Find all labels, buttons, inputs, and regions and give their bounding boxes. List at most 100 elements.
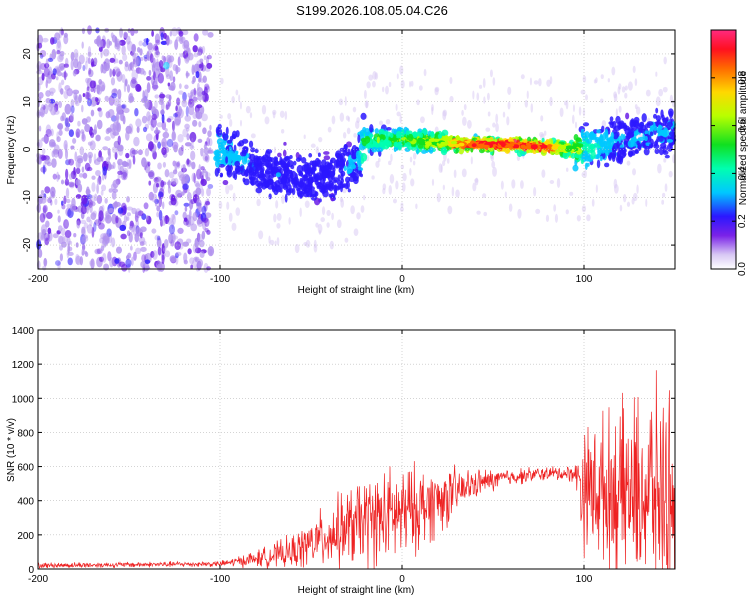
spectrogram-cell (328, 184, 334, 192)
spectrogram-cell (374, 128, 379, 134)
spectrogram-cell (206, 176, 211, 182)
spectrogram-cell (655, 107, 659, 114)
spectrogram-cell (81, 226, 86, 235)
spectrogram-cell (115, 215, 119, 224)
spectrogram-cell (409, 167, 412, 176)
spectrogram-cell (198, 164, 201, 173)
spectrogram-cell (206, 187, 211, 197)
colorbar-label: Normalized spectral amplitude (738, 70, 749, 205)
spectrogram-cell (133, 136, 140, 147)
spectrogram-cell (51, 49, 57, 60)
colorbar-tick-label: 0.0 (737, 262, 748, 276)
spectrogram-cell (144, 148, 150, 157)
spectrogram-cell (50, 91, 54, 97)
spectrogram-cell (75, 167, 81, 175)
spectrogram-cell (416, 131, 422, 137)
spectrogram-cell (637, 142, 642, 151)
y-tick-label: 20 (22, 48, 33, 60)
spectrogram-cell (117, 158, 123, 166)
spectrogram-cell (506, 116, 510, 126)
spectrogram-cell (69, 182, 75, 189)
spectrogram-cell (126, 35, 131, 45)
spectrogram-cell (142, 70, 147, 76)
x-tick-label: -200 (28, 574, 48, 585)
spectrogram-cell (213, 149, 221, 156)
spectrogram-cell (240, 168, 247, 177)
spectrogram-cell (308, 153, 313, 158)
spectrogram-cell (41, 137, 48, 142)
spectrogram-cell (372, 80, 376, 88)
spectrogram-cell (100, 190, 104, 196)
spectrogram-cell (135, 118, 142, 128)
spectrogram-cell (508, 203, 513, 212)
spectrogram-cell (196, 218, 202, 225)
spectrogram-cell (104, 210, 110, 218)
spectrogram-cell (56, 131, 59, 140)
spectrogram-cell (121, 160, 128, 168)
spectrogram-cell (201, 230, 206, 240)
spectrogram-ridge-cell (425, 141, 432, 146)
spectrogram-cell (389, 132, 394, 139)
spectrogram-cell (131, 77, 137, 85)
spectrogram-cell (657, 124, 662, 133)
spectrogram-cell (143, 56, 148, 62)
spectrogram-cell (553, 204, 557, 212)
spectrogram-cell (640, 141, 646, 147)
spectrogram-cell (117, 135, 121, 146)
spectrogram-cell (74, 52, 79, 61)
spectrogram-cell (161, 254, 165, 265)
spectrogram-cell (634, 78, 638, 86)
spectrogram-cell (152, 250, 158, 260)
spectrogram-cell (98, 109, 103, 118)
spectrogram-cell (418, 85, 423, 91)
spectrogram-cell (198, 183, 203, 191)
spectrogram-cell (517, 208, 522, 219)
spectrogram-cell (256, 198, 261, 207)
spectrogram-cell (95, 134, 101, 142)
spectrogram-cell (58, 236, 66, 245)
spectrogram-cell (307, 176, 314, 184)
spectrogram-cell (365, 100, 368, 109)
spectrogram-cell (193, 172, 196, 184)
spectrogram-cell (115, 246, 122, 254)
spectrogram-cell (204, 171, 211, 178)
spectrogram-cell (225, 184, 230, 195)
spectrogram-cell (183, 217, 188, 222)
spectrogram-cell (332, 179, 338, 184)
spectrogram-cell (90, 87, 94, 93)
spectrogram-cell (89, 219, 93, 227)
spectrogram-cell (120, 171, 128, 181)
spectrogram-cell (131, 69, 139, 81)
spectrogram-cell (232, 170, 236, 179)
spectrogram-cell (147, 161, 151, 167)
spectrogram-cell (123, 107, 130, 114)
spectrogram-cell (137, 149, 143, 156)
spectrogram-cell (50, 37, 55, 45)
spectrogram-cell (128, 93, 133, 104)
spectrogram-cell (70, 99, 75, 108)
spectrogram-cell (67, 257, 73, 266)
y-tick-label: 0 (22, 146, 33, 152)
spectrogram-cell (155, 46, 159, 56)
spectrogram-cell (441, 129, 449, 137)
spectrogram-cell (622, 194, 627, 203)
colorbar-tick-label: 0.4 (737, 166, 748, 180)
spectrogram-cell (77, 120, 81, 127)
spectrogram-cell (281, 176, 288, 183)
spectrogram-cell (80, 219, 87, 225)
spectrogram-cell (148, 170, 155, 180)
spectrogram-cell (178, 105, 182, 116)
spectrogram-cell (52, 173, 57, 180)
spectrogram-cell (618, 122, 626, 129)
spectrogram-cell (157, 162, 162, 170)
x-tick-label: 0 (399, 274, 405, 285)
spectrogram-cell (66, 249, 70, 259)
spectrogram-cell (40, 156, 47, 161)
spectrogram-cell (351, 148, 355, 155)
spectrogram-cell (57, 235, 64, 245)
spectrogram-cell (268, 193, 272, 200)
spectrogram-cell (174, 252, 179, 259)
spectrogram-cell (90, 109, 95, 117)
spectrogram-cell (96, 177, 102, 185)
spectrogram-cell (84, 123, 91, 133)
